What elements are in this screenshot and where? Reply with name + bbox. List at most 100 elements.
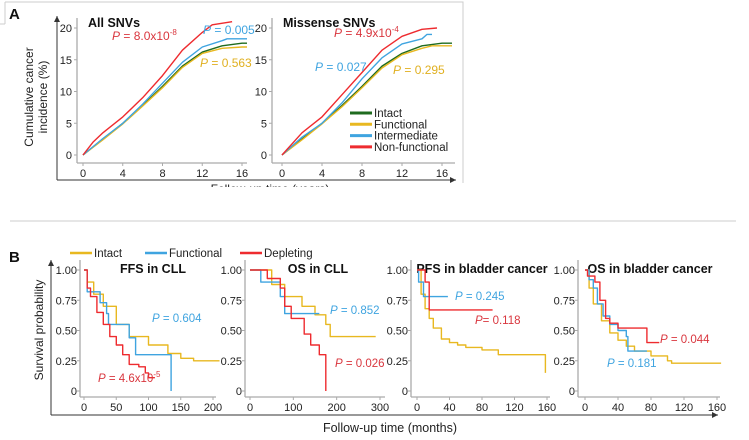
y-tick-label: 0 bbox=[402, 386, 408, 398]
x-tick-label: 120 bbox=[505, 402, 523, 414]
x-tick-label: 160 bbox=[708, 402, 726, 414]
series-line-intact bbox=[585, 269, 722, 364]
y-tick-label: 0.50 bbox=[56, 326, 77, 338]
p-value-label: P = 0.044 bbox=[660, 334, 710, 346]
panel-b-xlabel: Follow-up time (months) bbox=[323, 421, 457, 435]
p-exponent: -5 bbox=[153, 370, 161, 379]
p-symbol: P bbox=[330, 305, 338, 317]
series-line-depleting bbox=[585, 269, 660, 344]
x-tick-label: 0 bbox=[80, 168, 86, 180]
y-tick-label: 0.25 bbox=[387, 356, 408, 368]
x-tick-label: 80 bbox=[476, 402, 488, 414]
p-symbol: P bbox=[335, 358, 343, 370]
chart-title: OS in CLL bbox=[288, 262, 349, 276]
p-value: = 4.9x10 bbox=[342, 26, 392, 40]
p-value: = 0.563 bbox=[208, 56, 252, 70]
y-tick-label: 15 bbox=[255, 55, 267, 67]
y-tick-label: 0.50 bbox=[221, 326, 242, 338]
p-value: = 0.181 bbox=[615, 358, 657, 370]
p-exponent: -4 bbox=[392, 25, 400, 34]
series-line-intact bbox=[250, 269, 376, 338]
chart-title: PFS in bladder cancer bbox=[416, 262, 547, 276]
x-tick-label: 16 bbox=[436, 168, 448, 180]
panel-a-legend: IntactFunctionalIntermediateNon-function… bbox=[350, 108, 448, 154]
p-symbol: P bbox=[200, 56, 208, 70]
y-tick-label: 0.75 bbox=[221, 295, 242, 307]
x-tick-label: 200 bbox=[204, 402, 222, 414]
y-tick-label: 15 bbox=[60, 55, 72, 67]
p-exponent: -8 bbox=[170, 28, 178, 37]
x-tick-label: 200 bbox=[327, 402, 345, 414]
y-tick-label: 0.25 bbox=[56, 356, 77, 368]
p-symbol: P bbox=[475, 315, 483, 327]
y-tick-label: 0.75 bbox=[387, 295, 408, 307]
p-value: = 0.295 bbox=[401, 63, 445, 77]
series-line-depleting bbox=[84, 269, 155, 379]
series-line-functional bbox=[84, 269, 172, 391]
y-tick-label: 1.00 bbox=[554, 265, 575, 277]
p-symbol: P bbox=[315, 60, 323, 74]
series-line-functional bbox=[281, 45, 452, 156]
chart-title: All SNVs bbox=[88, 16, 140, 30]
series-line-non-functional bbox=[281, 27, 438, 156]
legend-label: Non-functional bbox=[374, 142, 448, 154]
x-tick-label: 16 bbox=[236, 168, 248, 180]
y-tick-label: 1.00 bbox=[387, 265, 408, 277]
p-symbol: P bbox=[393, 63, 401, 77]
p-symbol: P bbox=[660, 334, 668, 346]
x-tick-label: 0 bbox=[414, 402, 420, 414]
p-symbol: P bbox=[112, 29, 120, 43]
x-tick-label: 0 bbox=[247, 402, 253, 414]
y-tick-label: 5 bbox=[66, 118, 72, 130]
p-value-label: P = 0.604 bbox=[152, 313, 202, 325]
y-tick-label: 0.25 bbox=[554, 356, 575, 368]
p-value-label: P = 0.245 bbox=[455, 291, 505, 303]
p-value-label: P = 4.9x10-4 bbox=[334, 25, 399, 40]
panel-a-xlabel: Follow-up time (years) bbox=[211, 182, 330, 196]
p-value: = 0.852 bbox=[338, 305, 380, 317]
legend-label: Functional bbox=[374, 119, 427, 131]
p-symbol: P bbox=[334, 26, 342, 40]
series-line-intact bbox=[417, 269, 547, 373]
x-tick-label: 100 bbox=[284, 402, 302, 414]
x-tick-label: 8 bbox=[159, 168, 165, 180]
panel-a-frame bbox=[0, 1, 464, 183]
x-tick-label: 4 bbox=[319, 168, 325, 180]
x-tick-label: 8 bbox=[359, 168, 365, 180]
x-tick-label: 120 bbox=[675, 402, 693, 414]
p-value-label: P = 8.0x10-8 bbox=[112, 28, 177, 43]
p-value: = 0.118 bbox=[483, 315, 521, 327]
chart-os-in-cll: 0 100 200 300 0 0.25 0.50 0.75 1.00 OS in CLL P = … bbox=[221, 260, 389, 414]
legend-label: Depleting bbox=[264, 248, 313, 260]
series-line-functional bbox=[250, 269, 320, 315]
y-tick-label: 10 bbox=[255, 87, 267, 99]
y-tick-label: 0.75 bbox=[554, 295, 575, 307]
y-tick-label: 0 bbox=[261, 150, 267, 162]
p-value: = 0.005 bbox=[211, 23, 255, 37]
p-symbol: P bbox=[203, 23, 211, 37]
y-tick-label: 1.00 bbox=[56, 265, 77, 277]
legend-label: Intermediate bbox=[374, 131, 438, 143]
x-tick-label: 0 bbox=[582, 402, 588, 414]
y-tick-label: 0 bbox=[71, 386, 77, 398]
x-tick-label: 150 bbox=[172, 402, 190, 414]
y-tick-label: 20 bbox=[60, 23, 72, 35]
p-symbol: P bbox=[607, 358, 615, 370]
p-value-label: P = 0.026 bbox=[335, 358, 385, 370]
p-value: = 0.026 bbox=[343, 358, 385, 370]
y-tick-label: 1.00 bbox=[221, 265, 242, 277]
y-tick-label: 0.25 bbox=[221, 356, 242, 368]
x-tick-label: 40 bbox=[443, 402, 455, 414]
chart-title: OS in bladder cancer bbox=[587, 262, 712, 276]
p-value: = 0.044 bbox=[668, 334, 710, 346]
p-value-label: P = 0.005 bbox=[203, 23, 255, 37]
p-value: = 0.027 bbox=[323, 60, 367, 74]
x-tick-label: 50 bbox=[110, 402, 122, 414]
panel-b-ylabel: Survival probability bbox=[32, 280, 46, 381]
chart-pfs-in-bladder-cancer: 0 40 80 120 160 0 0.25 0.50 0.75 1.00 PFS in bladd… bbox=[387, 260, 556, 414]
y-tick-label: 10 bbox=[60, 87, 72, 99]
series-line-intermediate bbox=[281, 33, 432, 156]
